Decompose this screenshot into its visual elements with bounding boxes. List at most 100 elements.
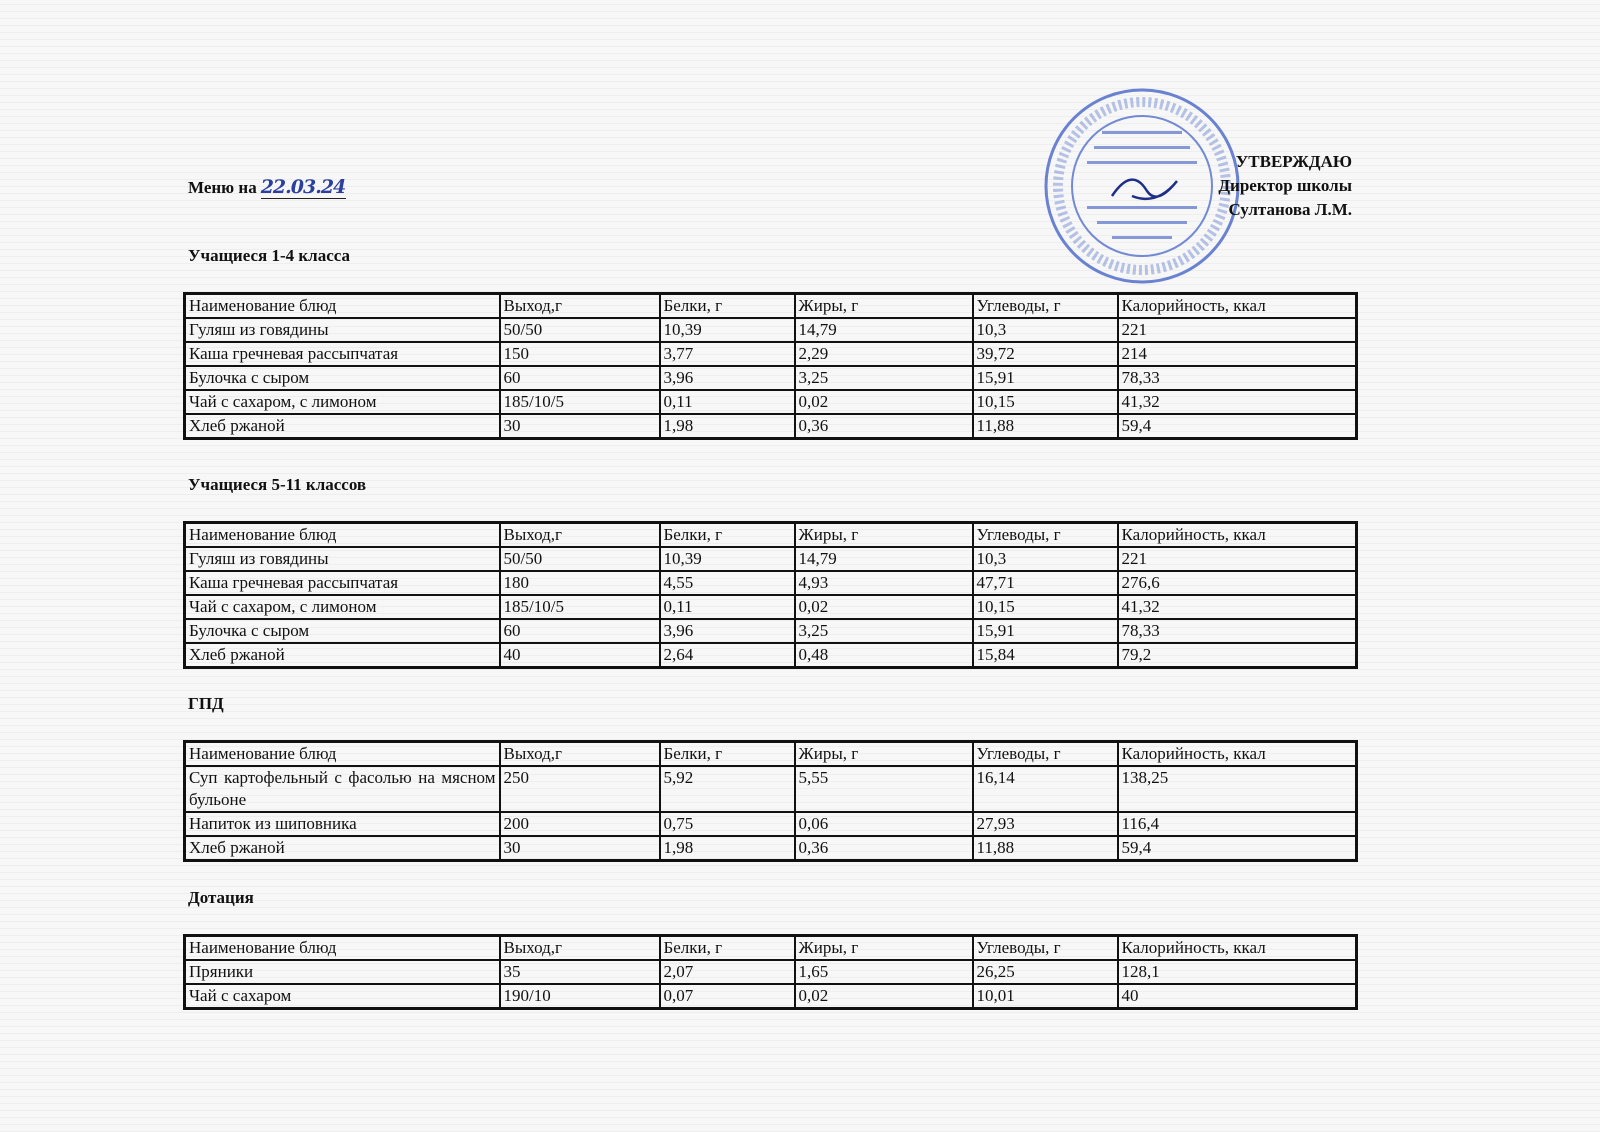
table-cell: 5,55 xyxy=(793,765,974,813)
table-cell: Каша гречневая рассыпчатая xyxy=(183,570,501,596)
table-cell: 16,14 xyxy=(971,765,1119,813)
table-cell: 0,75 xyxy=(658,811,796,837)
table-cell: 35 xyxy=(498,959,661,985)
column-header: Наименование блюд xyxy=(183,740,501,767)
table-row: Булочка с сыром 60 3,96 3,25 15,91 78,33 xyxy=(183,365,1358,391)
table-cell: 116,4 xyxy=(1116,811,1358,837)
table-cell: Чай с сахаром xyxy=(183,983,501,1010)
table-cell: Чай с сахаром, с лимоном xyxy=(183,389,501,415)
table-cell: Чай с сахаром, с лимоном xyxy=(183,594,501,620)
table-cell: 59,4 xyxy=(1116,413,1358,440)
column-header: Калорийность, ккал xyxy=(1116,521,1358,548)
table-cell: 79,2 xyxy=(1116,642,1358,669)
column-header: Калорийность, ккал xyxy=(1116,292,1358,319)
table-cell: 0,36 xyxy=(793,413,974,440)
table-cell: 47,71 xyxy=(971,570,1119,596)
table-cell: 2,29 xyxy=(793,341,974,367)
menu-label: Меню на xyxy=(188,178,257,197)
table-cell: 50/50 xyxy=(498,546,661,572)
table-row: Хлеб ржаной 30 1,98 0,36 11,88 59,4 xyxy=(183,413,1358,440)
table-cell: 3,25 xyxy=(793,618,974,644)
table-row: Каша гречневая рассыпчатая 180 4,55 4,93 47,… xyxy=(183,570,1358,596)
table-cell: 40 xyxy=(1116,983,1358,1010)
table-row: Каша гречневая рассыпчатая 150 3,77 2,29 39,… xyxy=(183,341,1358,367)
table-cell: 138,25 xyxy=(1116,765,1358,813)
table-row: Чай с сахаром, с лимоном 185/10/5 0,11 0,02… xyxy=(183,594,1358,620)
column-header: Выход,г xyxy=(498,292,661,319)
table-cell: 250 xyxy=(498,765,661,813)
table-cell: 30 xyxy=(498,835,661,862)
column-header: Углеводы, г xyxy=(971,292,1119,319)
section-title: ГПД xyxy=(188,694,224,713)
table-cell: 11,88 xyxy=(971,835,1119,862)
table-cell: 14,79 xyxy=(793,546,974,572)
table-cell: 128,1 xyxy=(1116,959,1358,985)
table-cell: 2,64 xyxy=(658,642,796,669)
column-header: Белки, г xyxy=(658,740,796,767)
table-cell: 41,32 xyxy=(1116,594,1358,620)
table-cell: 27,93 xyxy=(971,811,1119,837)
table-cell: 3,96 xyxy=(658,365,796,391)
table-cell: 185/10/5 xyxy=(498,594,661,620)
section-title: Учащиеся 1-4 класса xyxy=(188,246,350,265)
table-cell: 10,39 xyxy=(658,546,796,572)
table-cell: Пряники xyxy=(183,959,501,985)
approval-heading: УТВЕРЖДАЮ xyxy=(1235,152,1352,171)
table-cell: 15,91 xyxy=(971,618,1119,644)
table-cell: 5,92 xyxy=(658,765,796,813)
table-cell: 50/50 xyxy=(498,317,661,343)
table-cell: Хлеб ржаной xyxy=(183,642,501,669)
table-cell: Булочка с сыром xyxy=(183,365,501,391)
table-cell: 190/10 xyxy=(498,983,661,1010)
table-cell: 78,33 xyxy=(1116,618,1358,644)
table-row: Булочка с сыром 60 3,96 3,25 15,91 78,33 xyxy=(183,618,1358,644)
table-cell: 10,15 xyxy=(971,389,1119,415)
table-cell: 221 xyxy=(1116,546,1358,572)
table-cell: Булочка с сыром xyxy=(183,618,501,644)
table-cell: Напиток из шиповника xyxy=(183,811,501,837)
table-cell: 1,98 xyxy=(658,413,796,440)
table-cell: 1,98 xyxy=(658,835,796,862)
table-cell: 2,07 xyxy=(658,959,796,985)
table-cell: 4,93 xyxy=(793,570,974,596)
school-seal-stamp xyxy=(1044,88,1240,284)
table-cell: 221 xyxy=(1116,317,1358,343)
table-cell: 200 xyxy=(498,811,661,837)
handwritten-date: 22.03.24 xyxy=(260,176,346,199)
column-header: Жиры, г xyxy=(793,740,974,767)
column-header: Жиры, г xyxy=(793,292,974,319)
approver-position: Директор школы xyxy=(1218,176,1352,195)
table-cell: Хлеб ржаной xyxy=(183,835,501,862)
table-cell: 1,65 xyxy=(793,959,974,985)
table-cell: Гуляш из говядины xyxy=(183,546,501,572)
table-cell: Каша гречневая рассыпчатая xyxy=(183,341,501,367)
table-cell: 10,3 xyxy=(971,546,1119,572)
table-cell: 40 xyxy=(498,642,661,669)
approval-block: УТВЕРЖДАЮ Директор школы Султанова Л.М. xyxy=(1218,150,1352,222)
table-cell: 3,77 xyxy=(658,341,796,367)
table-cell: 0,02 xyxy=(793,389,974,415)
table-cell: 0,11 xyxy=(658,389,796,415)
column-header: Выход,г xyxy=(498,521,661,548)
table-cell: Хлеб ржаной xyxy=(183,413,501,440)
column-header: Наименование блюд xyxy=(183,934,501,961)
table-cell: 10,01 xyxy=(971,983,1119,1010)
table-cell: 60 xyxy=(498,618,661,644)
table-cell: 39,72 xyxy=(971,341,1119,367)
table-cell: 10,39 xyxy=(658,317,796,343)
table-cell: 59,4 xyxy=(1116,835,1358,862)
table-cell: 150 xyxy=(498,341,661,367)
table-cell: 0,11 xyxy=(658,594,796,620)
table-cell: 10,15 xyxy=(971,594,1119,620)
table-cell: 180 xyxy=(498,570,661,596)
approver-name: Султанова Л.М. xyxy=(1228,200,1352,219)
